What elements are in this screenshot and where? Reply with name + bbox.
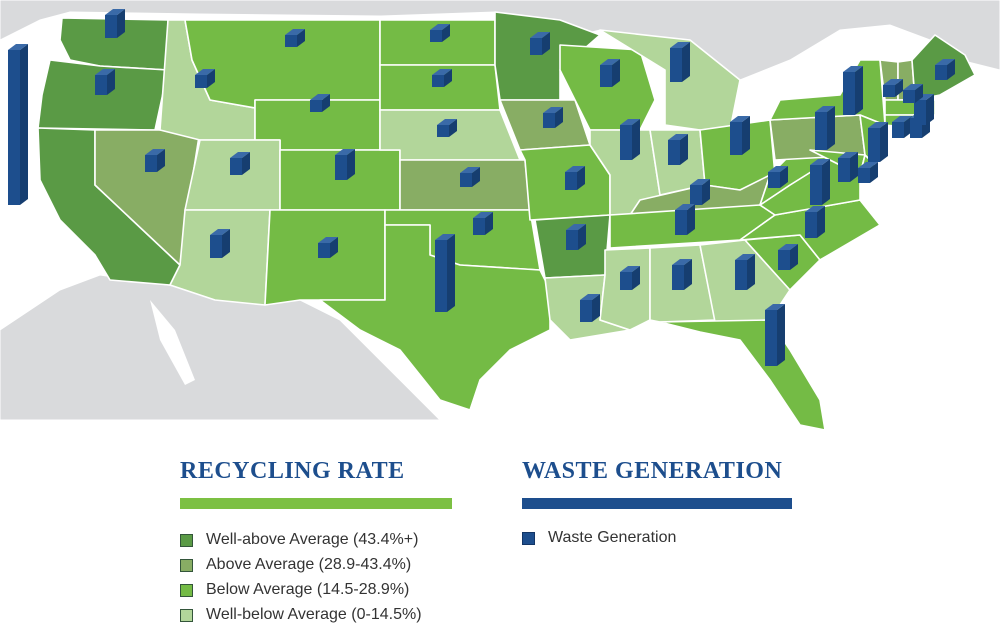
- waste-bar-VT: [883, 79, 903, 97]
- legend-item-below: Below Average (14.5-28.9%): [180, 580, 409, 600]
- waste-bar-NH: [903, 84, 923, 103]
- waste-bar-NE: [437, 119, 457, 137]
- waste-bar-IL: [620, 119, 640, 160]
- waste-bar-WV: [768, 166, 788, 188]
- baja-gap: [150, 300, 195, 385]
- waste-bar-NY: [843, 66, 863, 115]
- waste-bar-TN: [675, 204, 695, 235]
- waste-bar-CO: [335, 149, 355, 180]
- waste-bar-OK: [473, 212, 493, 235]
- waste-bar-NV: [145, 149, 165, 172]
- waste-bar-MO: [565, 166, 585, 190]
- waste-bar-NC: [805, 206, 825, 238]
- legend-item-waste: Waste Generation: [522, 528, 676, 548]
- legend-swatch: [180, 533, 193, 547]
- waste-bar-GA: [735, 254, 755, 290]
- waste-bar-MI: [670, 42, 690, 82]
- legend-label: Well-above Average (43.4%+): [206, 531, 419, 548]
- waste-bar-OH: [730, 116, 750, 155]
- recycling-rate-title: RECYCLING RATE: [180, 458, 405, 484]
- waste-bar-ND: [430, 24, 450, 42]
- legend-swatch: [522, 531, 535, 545]
- waste-bar-WA: [105, 9, 125, 38]
- waste-generation-title: WASTE GENERATION: [522, 458, 783, 484]
- states: [37, 11, 976, 431]
- waste-bar-KY: [690, 179, 710, 205]
- waste-bar-UT: [230, 152, 250, 175]
- waste-bar-SC: [778, 244, 798, 270]
- waste-bar-DE: [858, 162, 878, 183]
- waste-bar-AZ: [210, 229, 230, 258]
- waste-bar-VA: [810, 159, 830, 205]
- waste-bar-MD: [838, 152, 858, 182]
- waste-bar-MA: [914, 94, 934, 125]
- legend-item-well-above: Well-above Average (43.4%+): [180, 530, 418, 550]
- legend-label: Well-below Average (0-14.5%): [206, 606, 422, 623]
- waste-bar-IN: [668, 134, 688, 165]
- waste-bar-LA: [580, 294, 600, 322]
- legend-swatch: [180, 608, 193, 622]
- waste-bar-SD: [432, 69, 452, 87]
- waste-bar-AL: [672, 259, 692, 290]
- legend-label: Above Average (28.9-43.4%): [206, 556, 412, 573]
- waste-generation-rule: [522, 498, 792, 509]
- waste-bar-ID: [195, 69, 215, 88]
- waste-bar-MT: [285, 29, 305, 47]
- legend-label: Waste Generation: [548, 529, 677, 546]
- waste-bar-FL: [765, 304, 785, 366]
- waste-bar-MS: [620, 266, 640, 290]
- recycling-rate-rule: [180, 498, 452, 509]
- legend-item-above: Above Average (28.9-43.4%): [180, 555, 411, 575]
- waste-bar-AR: [566, 224, 586, 250]
- waste-bar-ME: [935, 59, 955, 80]
- state-MN: [494, 11, 601, 101]
- waste-bar-WI: [600, 59, 620, 87]
- waste-bar-NJ: [868, 122, 888, 162]
- waste-bar-MN: [530, 32, 550, 55]
- waste-bar-TX: [435, 234, 455, 312]
- waste-bar-NM: [318, 237, 338, 258]
- legend-swatch: [180, 583, 193, 597]
- waste-generation-bars: [8, 9, 955, 366]
- waste-bar-WY: [310, 94, 330, 112]
- waste-bar-IA: [543, 107, 563, 128]
- state-MT: [184, 19, 381, 109]
- waste-bar-PA: [815, 106, 835, 150]
- waste-bar-CA: [8, 44, 28, 205]
- waste-bar-KS: [460, 167, 480, 187]
- us-map: [0, 0, 1000, 431]
- legend-label: Below Average (14.5-28.9%): [206, 581, 410, 598]
- waste-bar-OR: [95, 69, 115, 95]
- legend-item-well-below: Well-below Average (0-14.5%): [180, 605, 422, 625]
- legend-swatch: [180, 558, 193, 572]
